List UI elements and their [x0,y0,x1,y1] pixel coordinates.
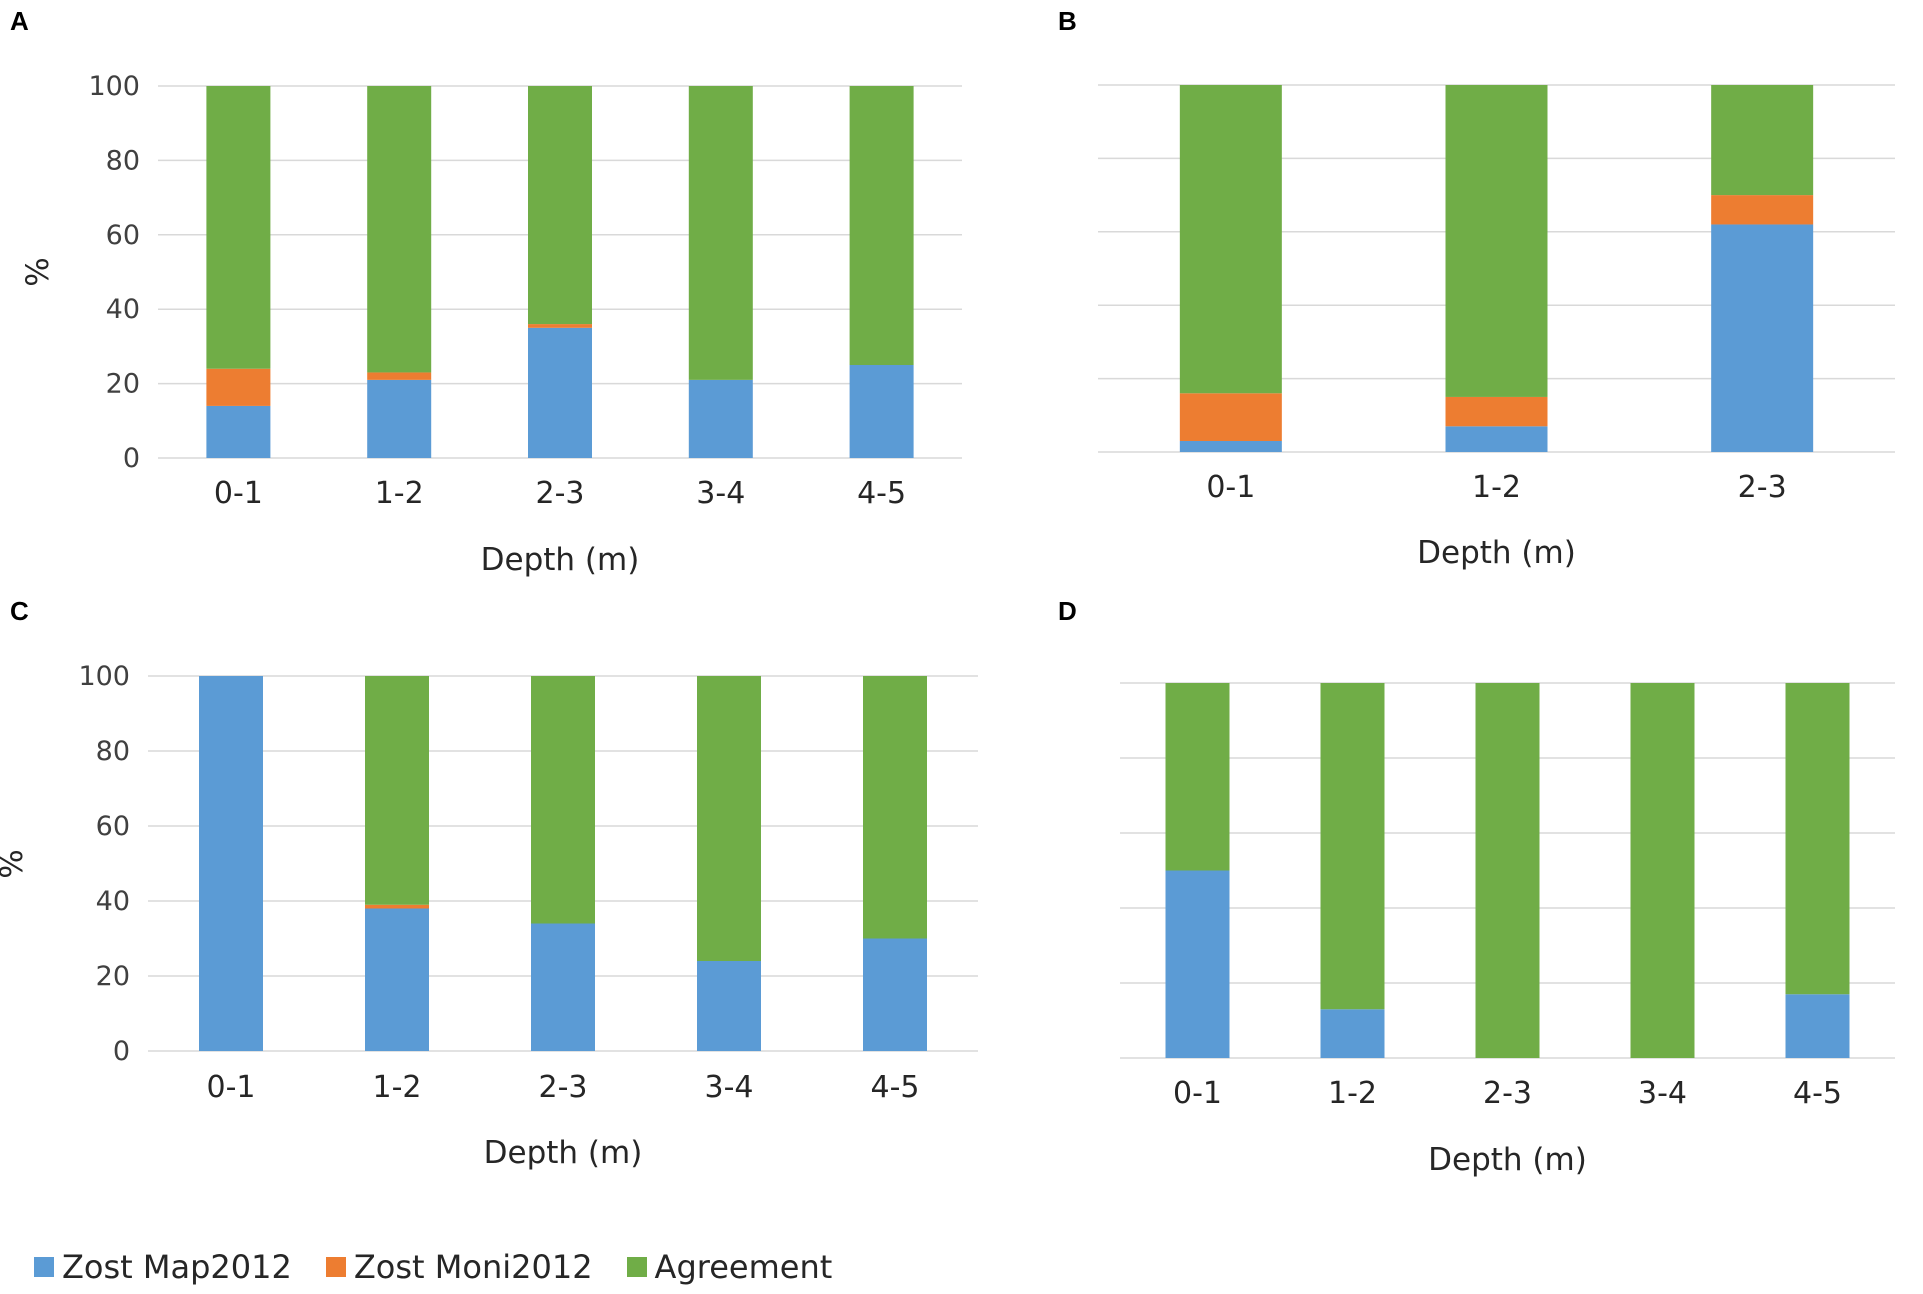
bar-c-2-3-agreement [531,676,595,924]
y-tick-label-c-0: 0 [113,1036,130,1067]
bar-b-2-3-zost-moni2012 [1711,195,1814,225]
bar-c-1-2-zost-moni2012 [365,904,429,909]
x-tick-label-c-1-2: 1-2 [373,1070,422,1105]
legend-item-agreement: Agreement [626,1248,833,1286]
panel-letter-b: B [1058,6,1077,36]
x-tick-label-a-4-5: 4-5 [857,476,906,511]
bar-d-0-1-agreement [1165,683,1230,871]
x-axis-title-d: Depth (m) [1428,1142,1587,1178]
bar-b-0-1-agreement [1179,85,1282,394]
bar-c-3-4-zost-map2012 [697,961,761,1051]
legend-item-zost-moni2012: Zost Moni2012 [325,1248,593,1286]
legend-label-agreement: Agreement [654,1248,833,1286]
y-tick-label-c-80: 80 [96,736,130,767]
x-axis-title-c: Depth (m) [484,1135,643,1171]
y-tick-label-a-40: 40 [106,294,140,325]
x-tick-label-c-4-5: 4-5 [871,1070,920,1105]
x-tick-label-a-0-1: 0-1 [214,476,263,511]
bar-a-1-2-agreement [367,86,432,373]
x-tick-label-a-2-3: 2-3 [536,476,585,511]
x-tick-label-c-3-4: 3-4 [705,1070,754,1105]
bar-a-2-3-zost-moni2012 [528,324,592,328]
bar-d-4-5-agreement [1785,683,1850,995]
y-axis-title-a: % [20,257,56,286]
y-axis-title-c: % [0,849,30,878]
x-tick-label-b-0-1: 0-1 [1206,470,1255,505]
bar-c-3-4-agreement [697,676,761,961]
x-tick-label-d-4-5: 4-5 [1793,1076,1842,1111]
bar-c-1-2-zost-map2012 [365,908,429,1051]
x-tick-label-b-1-2: 1-2 [1472,470,1521,505]
bar-a-0-1-agreement [206,86,271,369]
chart-panel-c: 0 20 40 60 80 100 0-1 1-2 2-3 3-4 4-5 Depth (m)% [0,661,978,1171]
bar-c-0-1-zost-map2012 [199,676,263,1051]
x-tick-label-c-0-1: 0-1 [207,1070,256,1105]
y-tick-label-a-100: 100 [88,71,140,102]
x-tick-label-c-2-3: 2-3 [539,1070,588,1105]
bar-d-3-4-agreement [1630,683,1695,1058]
bar-b-2-3-zost-map2012 [1711,224,1814,452]
bar-c-4-5-agreement [863,676,927,939]
bar-a-4-5-zost-map2012 [849,365,914,458]
bar-a-3-4-agreement [688,86,753,380]
x-tick-label-b-2-3: 2-3 [1738,470,1787,505]
bar-c-2-3-zost-map2012 [531,923,595,1051]
chart-panel-d: 0-1 1-2 2-3 3-4 4-5 Depth (m) [1120,682,1895,1178]
bar-d-0-1-zost-map2012 [1165,870,1230,1058]
bar-c-1-2-agreement [365,676,429,905]
bar-a-1-2-zost-moni2012 [367,372,432,380]
bar-c-4-5-zost-map2012 [863,938,927,1051]
x-tick-label-a-3-4: 3-4 [696,476,745,511]
legend-label-zost-moni2012: Zost Moni2012 [353,1248,593,1286]
y-tick-label-a-60: 60 [106,220,140,251]
bar-b-1-2-zost-map2012 [1445,426,1548,452]
bar-a-3-4-zost-map2012 [688,379,753,458]
legend-swatch-agreement [626,1257,647,1277]
x-tick-label-a-1-2: 1-2 [375,476,424,511]
y-tick-label-a-80: 80 [106,145,140,176]
y-tick-label-c-100: 100 [78,661,130,692]
x-tick-label-d-0-1: 0-1 [1173,1076,1222,1111]
bar-d-2-3-agreement [1475,683,1540,1058]
y-tick-label-a-20: 20 [106,369,140,400]
legend-label-zost-map2012: Zost Map2012 [62,1248,292,1286]
bar-d-4-5-zost-map2012 [1785,994,1850,1058]
y-tick-label-a-0: 0 [123,443,140,474]
x-axis-title-a: Depth (m) [481,542,640,578]
x-axis-title-b: Depth (m) [1417,535,1576,571]
legend-swatch-zost-map2012 [34,1257,54,1277]
bar-b-2-3-agreement [1711,85,1814,196]
y-tick-label-c-20: 20 [96,961,130,992]
chart-panel-b: 0-1 1-2 2-3 Depth (m) [1098,84,1895,571]
y-tick-label-c-40: 40 [96,886,130,917]
bar-a-2-3-zost-map2012 [528,327,592,458]
x-tick-label-d-2-3: 2-3 [1483,1076,1532,1111]
y-tick-label-c-60: 60 [96,811,130,842]
bar-b-1-2-zost-moni2012 [1445,396,1548,427]
panel-letter-d: D [1058,596,1077,626]
bar-a-1-2-zost-map2012 [367,379,432,458]
bar-b-0-1-zost-map2012 [1179,440,1282,452]
legend-swatch-zost-moni2012 [325,1257,346,1277]
bar-a-0-1-zost-map2012 [206,405,271,458]
chart-panel-a: 0 20 40 60 80 100 0-1 1-2 2-3 3-4 4-5 Depth (m)% [20,71,962,578]
panel-letter-c: C [10,596,29,626]
bar-d-1-2-agreement [1320,683,1385,1010]
bar-b-1-2-agreement [1445,85,1548,397]
bar-a-4-5-agreement [849,86,914,365]
bar-a-2-3-agreement [528,86,592,325]
legend: Zost Map2012 Zost Moni2012 Agreement [34,1248,866,1286]
bar-d-1-2-zost-map2012 [1320,1009,1385,1058]
x-tick-label-d-3-4: 3-4 [1638,1076,1687,1111]
bar-a-0-1-zost-moni2012 [206,368,271,406]
legend-item-zost-map2012: Zost Map2012 [34,1248,292,1286]
bar-b-0-1-zost-moni2012 [1179,393,1282,441]
panel-letter-a: A [10,6,29,36]
x-tick-label-d-1-2: 1-2 [1328,1076,1377,1111]
